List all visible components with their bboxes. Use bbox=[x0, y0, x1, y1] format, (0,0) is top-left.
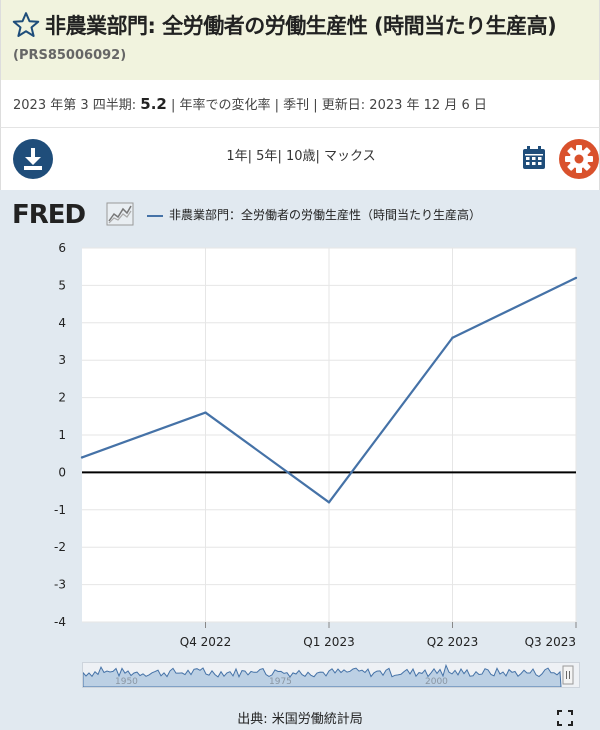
legend-swatch bbox=[147, 214, 163, 217]
navigator-handle[interactable] bbox=[562, 665, 574, 685]
star-icon[interactable] bbox=[11, 10, 41, 40]
range-1y[interactable]: 1年 bbox=[226, 149, 248, 164]
series-id: (PRS85006092) bbox=[13, 48, 127, 63]
range-selector: 1年| 5年| 10歳| マックス bbox=[226, 149, 376, 164]
data-point bbox=[80, 456, 84, 459]
download-button[interactable] bbox=[13, 139, 53, 179]
fred-chart-icon bbox=[106, 202, 134, 226]
meta-row: 2023 年第 3 四半期: 5.2 | 年率での変化率 | 季刊 | 更新日:… bbox=[0, 80, 600, 128]
range-5y[interactable]: 5年 bbox=[256, 149, 278, 164]
y-tick-label: -4 bbox=[54, 615, 66, 629]
y-tick-label: 4 bbox=[58, 316, 66, 330]
data-point bbox=[204, 411, 207, 414]
data-point bbox=[327, 501, 331, 504]
download-icon bbox=[24, 148, 42, 170]
title-bar: 非農業部門: 全労働者の労働生産性 (時間当たり生産高) (PRS8500609… bbox=[0, 0, 600, 80]
y-tick-label: 3 bbox=[58, 353, 66, 367]
y-tick-label: 2 bbox=[58, 391, 66, 405]
meta-text: 2023 年第 3 四半期: 5.2 | 年率での変化率 | 季刊 | 更新日:… bbox=[13, 94, 487, 113]
y-tick-label: -1 bbox=[54, 503, 66, 517]
page-title: 非農業部門: 全労働者の労働生産性 (時間当たり生産高) bbox=[45, 14, 557, 38]
y-tick-label: 0 bbox=[58, 465, 66, 479]
data-point bbox=[451, 336, 454, 339]
time-navigator[interactable]: 1950 1975 2000 bbox=[82, 662, 580, 688]
navigator-label-2: 2000 bbox=[425, 677, 448, 687]
fullscreen-icon[interactable] bbox=[557, 710, 573, 726]
navigator-label-0: 1950 bbox=[115, 677, 138, 687]
y-tick-label: 5 bbox=[58, 278, 66, 292]
settings-button[interactable] bbox=[559, 139, 599, 179]
meta-period: 2023 年第 3 四半期: bbox=[13, 98, 137, 113]
x-tick-label: Q3 2023 bbox=[525, 635, 576, 649]
range-10y[interactable]: 10歳 bbox=[285, 149, 316, 164]
y-tick-label: -2 bbox=[54, 540, 66, 554]
fred-logo: FRED bbox=[12, 200, 137, 230]
navigator-label-1: 1975 bbox=[269, 677, 292, 687]
x-tick-label: Q4 2022 bbox=[180, 635, 231, 649]
y-tick-label: -3 bbox=[54, 578, 66, 592]
calendar-icon[interactable] bbox=[521, 145, 547, 171]
y-tick-label: 6 bbox=[58, 241, 66, 255]
fred-logo-text: FRED bbox=[12, 200, 86, 230]
source-note: 出典: 米国労働統計局 bbox=[237, 712, 363, 727]
legend-label: 非農業部門：全労働者の労働生産性（時間当たり生産高） bbox=[169, 208, 482, 222]
x-tick-label: Q2 2023 bbox=[427, 635, 478, 649]
line-chart: -4 -3 -2 -1 0 1 2 3 4 5 6 Q4 2022 Q1 2023 Q2 2023 Q3 2… bbox=[54, 241, 578, 649]
meta-units: | 年率での変化率 | 季刊 | 更新日: 2023 年 12 月 6 日 bbox=[166, 98, 487, 113]
range-max[interactable]: マックス bbox=[324, 149, 376, 164]
toolbar: 1年| 5年| 10歳| マックス bbox=[0, 128, 600, 190]
navigator-sparkline: 1950 1975 2000 bbox=[82, 663, 574, 688]
data-point bbox=[574, 276, 578, 280]
chart-legend: 非農業部門：全労働者の労働生産性（時間当たり生産高） bbox=[147, 206, 481, 223]
gear-icon bbox=[565, 145, 593, 173]
x-tick-label: Q1 2023 bbox=[303, 635, 354, 649]
y-tick-label: 1 bbox=[58, 428, 66, 442]
chart-panel: -4 -3 -2 -1 0 1 2 3 4 5 6 Q4 2022 Q1 2023 Q2 2023 Q3 2… bbox=[0, 190, 600, 730]
meta-value: 5.2 bbox=[140, 95, 167, 113]
